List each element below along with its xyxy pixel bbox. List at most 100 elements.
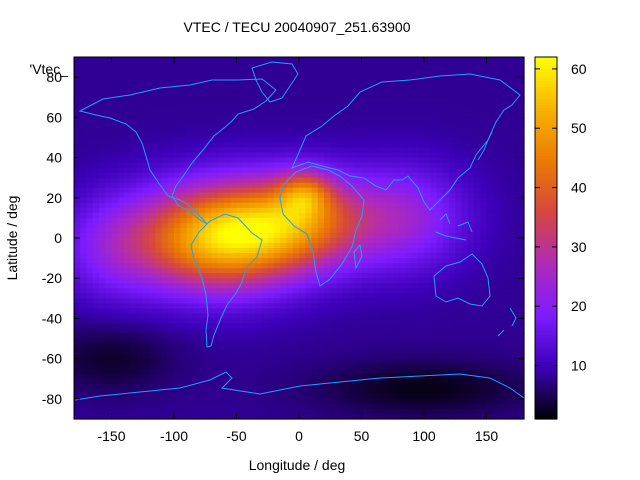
heatmap-cell xyxy=(417,243,425,249)
heatmap-cell xyxy=(492,167,500,174)
heatmap-cell xyxy=(92,107,100,113)
heatmap-cell xyxy=(199,313,206,320)
heatmap-cell xyxy=(299,217,306,224)
heatmap-cell xyxy=(230,172,238,179)
heatmap-cell xyxy=(105,222,113,229)
heatmap-cell xyxy=(111,288,119,294)
heatmap-cell xyxy=(461,333,469,340)
heatmap-cell xyxy=(455,298,463,304)
heatmap-cell xyxy=(161,162,169,169)
heatmap-cell xyxy=(442,238,450,244)
heatmap-cell xyxy=(130,398,138,405)
heatmap-cell xyxy=(255,172,263,179)
heatmap-cell xyxy=(324,112,331,118)
heatmap-cell xyxy=(486,127,494,134)
heatmap-cell xyxy=(74,268,81,274)
heatmap-cell xyxy=(174,303,181,309)
heatmap-cell xyxy=(249,383,256,390)
heatmap-cell xyxy=(292,293,300,299)
heatmap-cell xyxy=(355,358,363,365)
heatmap-cell xyxy=(174,343,181,350)
heatmap-cell xyxy=(261,343,269,350)
heatmap-cell xyxy=(192,192,200,199)
heatmap-cell xyxy=(355,172,363,179)
heatmap-cell xyxy=(136,303,144,309)
heatmap-cell xyxy=(499,102,506,108)
heatmap-cell xyxy=(292,207,300,214)
heatmap-cell xyxy=(286,333,294,340)
heatmap-cell xyxy=(224,323,231,330)
heatmap-cell xyxy=(424,87,431,93)
heatmap-cell xyxy=(392,358,400,365)
heatmap-cell xyxy=(411,62,419,68)
heatmap-cell xyxy=(249,187,256,194)
heatmap-cell xyxy=(486,57,494,63)
heatmap-cell xyxy=(480,117,488,123)
heatmap-cell xyxy=(417,318,425,325)
heatmap-cell xyxy=(286,62,294,68)
heatmap-cell xyxy=(205,253,213,259)
heatmap-cell xyxy=(399,67,406,73)
heatmap-cell xyxy=(499,152,506,159)
heatmap-cell xyxy=(342,202,350,209)
heatmap-cell xyxy=(167,248,175,254)
heatmap-cell xyxy=(86,217,94,224)
heatmap-cell xyxy=(380,112,388,118)
heatmap-cell xyxy=(124,187,131,194)
heatmap-cell xyxy=(242,142,250,149)
heatmap-cell xyxy=(205,258,213,264)
heatmap-cell xyxy=(367,378,375,385)
heatmap-cell xyxy=(199,162,206,169)
heatmap-cell xyxy=(305,308,313,315)
heatmap-cell xyxy=(299,313,306,320)
heatmap-cell xyxy=(380,393,388,400)
heatmap-cell xyxy=(467,353,475,360)
heatmap-cell xyxy=(511,102,519,108)
heatmap-cell xyxy=(86,303,94,309)
heatmap-cell xyxy=(261,393,269,400)
heatmap-cell xyxy=(142,313,150,320)
heatmap-cell xyxy=(311,147,319,154)
heatmap-cell xyxy=(280,87,288,93)
heatmap-cell xyxy=(424,398,431,405)
heatmap-cell xyxy=(205,263,213,269)
heatmap-cell xyxy=(486,333,494,340)
heatmap-cell xyxy=(230,102,238,108)
heatmap-cell xyxy=(74,313,81,320)
heatmap-cell xyxy=(217,328,225,335)
heatmap-cell xyxy=(424,212,431,219)
heatmap-cell xyxy=(430,182,438,189)
heatmap-cell xyxy=(411,92,419,98)
heatmap-cell xyxy=(349,162,356,169)
heatmap-cell xyxy=(505,333,513,340)
heatmap-cell xyxy=(111,162,119,169)
heatmap-cell xyxy=(167,283,175,289)
heatmap-cell xyxy=(167,323,175,330)
heatmap-cell xyxy=(324,222,331,229)
heatmap-cell xyxy=(392,288,400,294)
heatmap-cell xyxy=(336,197,344,204)
heatmap-cell xyxy=(374,57,381,63)
heatmap-cell xyxy=(217,323,225,330)
heatmap-cell xyxy=(392,353,400,360)
heatmap-cell xyxy=(86,197,94,204)
heatmap-cell xyxy=(205,288,213,294)
heatmap-cell xyxy=(217,202,225,209)
heatmap-cell xyxy=(299,132,306,139)
heatmap-cell xyxy=(205,137,213,144)
heatmap-cell xyxy=(499,353,506,360)
heatmap-cell xyxy=(330,217,338,224)
heatmap-cell xyxy=(392,207,400,214)
heatmap-cell xyxy=(192,298,200,304)
heatmap-cell xyxy=(380,132,388,139)
heatmap-cell xyxy=(386,333,394,340)
heatmap-cell xyxy=(492,132,500,139)
heatmap-cell xyxy=(136,162,144,169)
heatmap-cell xyxy=(80,97,88,103)
heatmap-cell xyxy=(99,273,106,279)
heatmap-cell xyxy=(367,222,375,229)
heatmap-cell xyxy=(280,152,288,159)
heatmap-cell xyxy=(224,192,231,199)
heatmap-cell xyxy=(311,398,319,405)
heatmap-cell xyxy=(386,263,394,269)
